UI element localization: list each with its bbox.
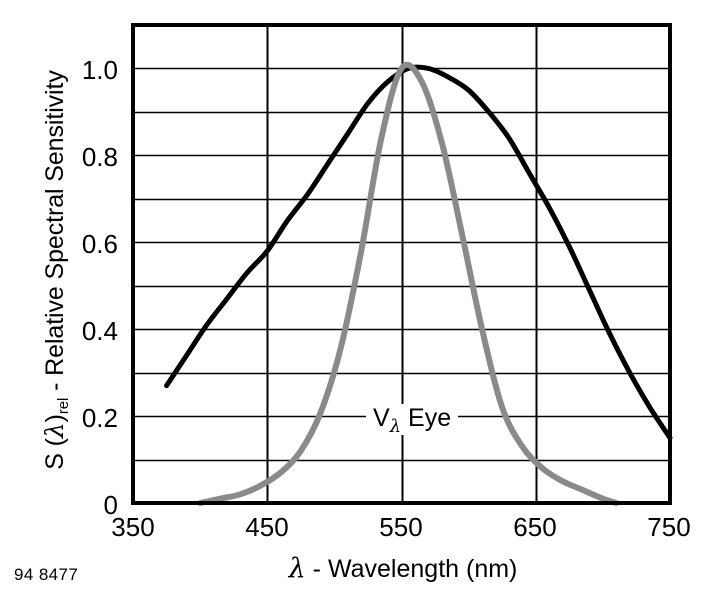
annotation-subscript: λ <box>389 416 402 437</box>
y-tick-label-0.4: 0.4 <box>81 316 118 346</box>
data-curves <box>164 61 673 506</box>
plot-frame <box>131 23 672 505</box>
y-tick-label-0: 0 <box>103 490 118 520</box>
x-tick-label-550: 550 <box>379 512 423 542</box>
x-tick-label-750: 750 <box>647 512 691 542</box>
vlambda-eye-annotation: Vλ Eye <box>366 404 459 437</box>
x-tick-label-350: 350 <box>111 512 155 542</box>
figure-reference-number: 94 8477 <box>14 565 79 584</box>
curve-series-0 <box>164 64 673 441</box>
x-axis-title: λ - Wavelength (nm) <box>133 553 673 584</box>
x-tick-label-650: 650 <box>513 512 557 542</box>
y-tick-label-0.6: 0.6 <box>81 229 118 259</box>
annotation-prefix: V <box>373 404 390 432</box>
annotation-suffix: Eye <box>401 404 452 432</box>
lambda-symbol-x: λ <box>288 553 306 584</box>
y-tick-label-0.2: 0.2 <box>81 403 118 433</box>
x-tick-label-450: 450 <box>245 512 289 542</box>
curve-series-1 <box>197 61 620 506</box>
y-tick-label-1.0: 1.0 <box>81 55 118 85</box>
y-tick-label-0.8: 0.8 <box>81 142 118 172</box>
x-axis-title-tail: - Wavelength (nm) <box>305 555 518 583</box>
